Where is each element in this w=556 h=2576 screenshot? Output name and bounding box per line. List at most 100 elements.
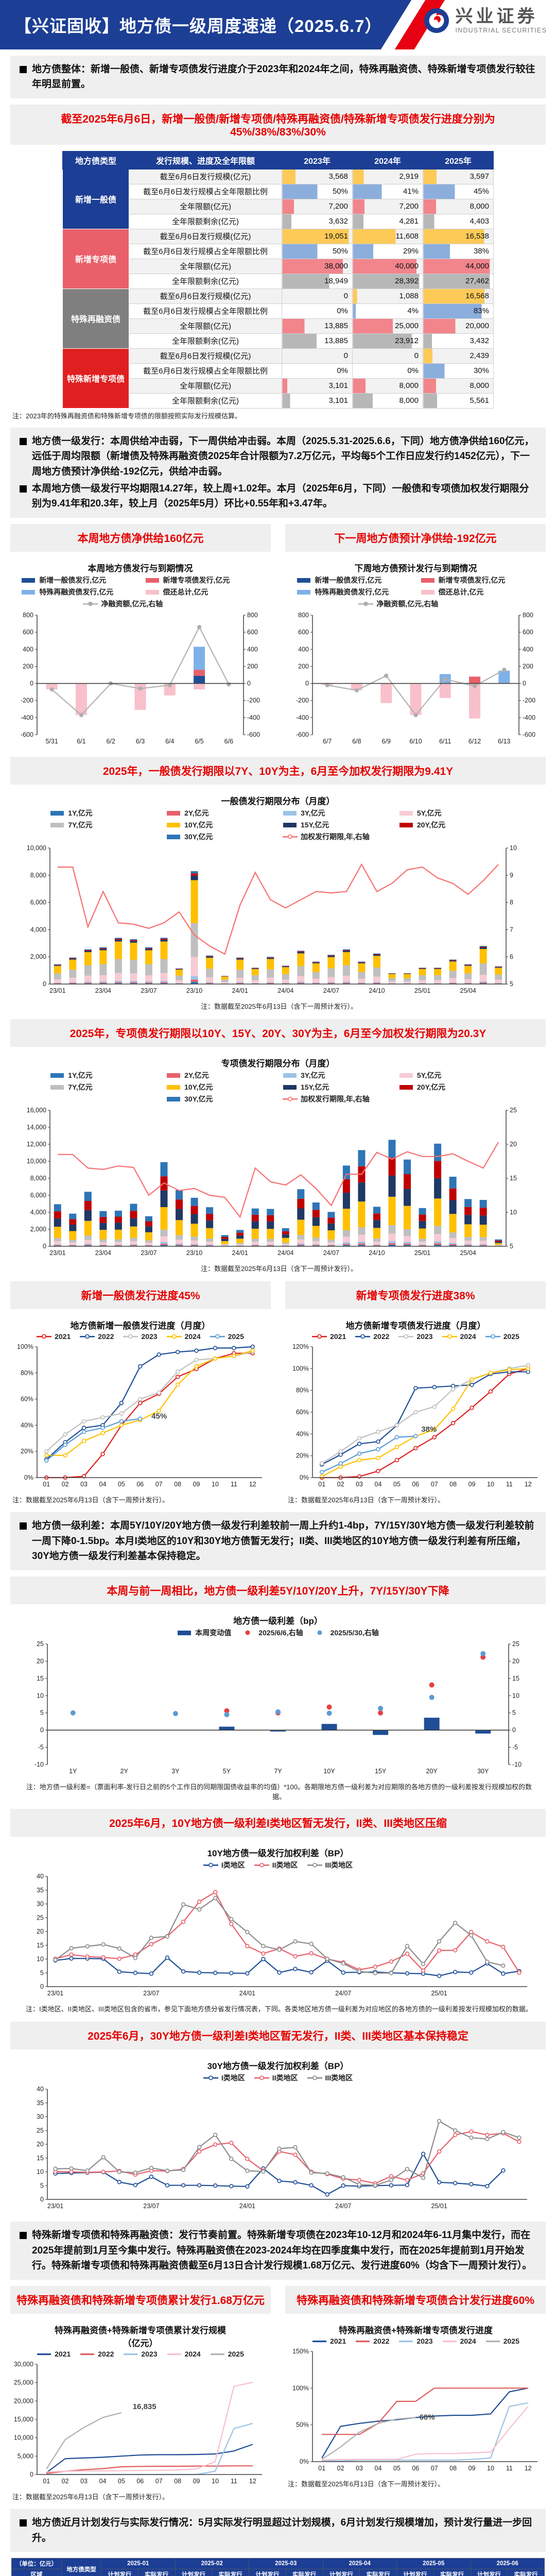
column-header: 实际发行 bbox=[212, 2569, 249, 2576]
svg-text:03: 03 bbox=[80, 1481, 88, 1488]
cell: 0% bbox=[352, 363, 423, 379]
legend-label: III类地区 bbox=[325, 2074, 353, 2082]
svg-text:02: 02 bbox=[62, 2478, 69, 2485]
chart-legend: 新增一般债发行,亿元 新增专项债发行,亿元 特殊再融资债发行,亿元 偿还总计,亿元 净融… bbox=[10, 575, 270, 609]
table-row: 全年限额剩余(亿元) 3,101 8,000 5,561 bbox=[62, 393, 494, 409]
legend-label: 20Y,亿元 bbox=[416, 1082, 446, 1091]
svg-text:25/01: 25/01 bbox=[431, 2202, 447, 2210]
column-header: 2025-04 bbox=[322, 2558, 397, 2570]
svg-text:25: 25 bbox=[512, 1640, 519, 1648]
svg-text:14,000: 14,000 bbox=[27, 1124, 46, 1131]
svg-text:5: 5 bbox=[40, 1709, 44, 1716]
svg-text:02: 02 bbox=[62, 1481, 69, 1488]
cell: 3,568 bbox=[282, 168, 353, 184]
legend-item: 30Y,亿元 bbox=[166, 1094, 273, 1104]
chart-title: 特殊再融资债+特殊新增专项债发行进度 bbox=[339, 2325, 493, 2335]
svg-text:23/04: 23/04 bbox=[95, 1249, 111, 1257]
column-header: 2025-02 bbox=[175, 2558, 249, 2570]
cell: 7,200 bbox=[352, 198, 423, 214]
svg-text:07: 07 bbox=[431, 2465, 438, 2472]
svg-text:800: 800 bbox=[23, 612, 33, 619]
cell: 4,403 bbox=[423, 213, 494, 229]
spread-bullet-box: 地方债一级利差：本周5Y/10Y/20Y地方债一级发行利差较前一周上升约1-4b… bbox=[10, 1512, 546, 1570]
column-header: 2025-01 bbox=[101, 2558, 176, 2570]
svg-text:4,000: 4,000 bbox=[30, 926, 46, 933]
svg-text:10: 10 bbox=[212, 2478, 219, 2485]
chart-title: 下周地方债预计发行与到期情况 bbox=[354, 563, 477, 573]
chart-note: 注：数据截至2025年6月13日（含下一周预计发行）。 bbox=[12, 1496, 169, 1504]
svg-text:800: 800 bbox=[247, 612, 258, 619]
chart-special-cumulative-progress: 特殊再融资债+特殊新增专项债发行进度 2021 2022 2023 2024 2025 0%… bbox=[286, 2320, 546, 2503]
svg-text:45%: 45% bbox=[151, 1412, 167, 1420]
spread-30y-banner: 2025年6月，30Y地方债一级利差I类地区暂无发行，II类、III类地区基本保… bbox=[10, 2022, 546, 2050]
svg-text:23/10: 23/10 bbox=[186, 987, 202, 994]
chart-legend: 2021 2022 2023 2024 2025 bbox=[10, 2350, 270, 2358]
cell: 20,000 bbox=[423, 318, 494, 334]
net-supply-next-banner: 下一周地方债预计净供给-192亿元 bbox=[285, 523, 546, 552]
svg-text:24/01: 24/01 bbox=[239, 1990, 255, 1997]
legend-item: 20Y,亿元 bbox=[399, 1082, 506, 1092]
overview-bullet-box: 地方债整体：新增一般债、新增专项债发行进度介于2023年和2024年之间，特殊再… bbox=[10, 56, 546, 98]
svg-text:9: 9 bbox=[510, 872, 513, 879]
legend-label: 2023 bbox=[416, 2336, 433, 2345]
table-row: 全年限额剩余(亿元) 18,949 28,392 27,462 bbox=[62, 273, 494, 289]
table-row: 新增专项债 截至6月6日发行规模(亿元) 19,051 11,608 16,538 bbox=[62, 228, 494, 289]
svg-text:24/07: 24/07 bbox=[335, 2202, 351, 2210]
svg-text:5: 5 bbox=[512, 1709, 516, 1716]
column-header: 实际发行 bbox=[137, 2569, 176, 2576]
svg-text:-400: -400 bbox=[21, 714, 33, 721]
cell: 38% bbox=[423, 243, 494, 259]
metric-label: 截至6月6日发行规模占全年限额比例 bbox=[129, 363, 282, 379]
svg-text:120%: 120% bbox=[292, 1343, 309, 1350]
legend-item: 3Y,亿元 bbox=[283, 1070, 390, 1080]
table-row: 全年限额剩余(亿元) 3,632 4,281 4,403 bbox=[62, 213, 494, 229]
cell: 19,051 bbox=[282, 228, 353, 244]
svg-text:03: 03 bbox=[356, 2465, 363, 2472]
table-row: 地方债类型 发行规模、进度及全年限额 2023年 2024年 2025年 bbox=[62, 150, 494, 170]
issuance-summary-table: 地方债类型 发行规模、进度及全年限额 2023年 2024年 2025年 新增一般债 截至6… bbox=[62, 150, 494, 409]
bullet-square-icon bbox=[20, 2519, 27, 2527]
legend-label: 2025 bbox=[503, 2336, 519, 2345]
svg-text:5Y: 5Y bbox=[223, 1768, 231, 1775]
svg-text:30,000: 30,000 bbox=[14, 2361, 33, 2368]
legend-label: 2024 bbox=[184, 1332, 201, 1341]
svg-text:23/07: 23/07 bbox=[141, 1249, 157, 1257]
svg-text:0: 0 bbox=[43, 980, 46, 988]
province-monthly-issuance-table: （单位：亿元） 地方债类型 2025-01 2025-02 2025-03 2025-04… bbox=[11, 2558, 545, 2576]
svg-text:-400: -400 bbox=[523, 714, 535, 721]
legend-label: III类地区 bbox=[325, 1861, 353, 1870]
legend-label: 5Y,亿元 bbox=[416, 1071, 442, 1079]
cell: 0 bbox=[352, 348, 423, 364]
svg-text:30: 30 bbox=[37, 1901, 44, 1908]
legend-label: 本周变动值 bbox=[195, 1628, 232, 1637]
svg-text:0: 0 bbox=[40, 1983, 44, 1990]
cell: 13,885 bbox=[282, 318, 353, 334]
legend-label: 2025/6/6,右轴 bbox=[258, 1628, 303, 1637]
legend-label: 1Y,亿元 bbox=[68, 1071, 93, 1079]
cell: 3,432 bbox=[423, 333, 494, 349]
chart-legend: I类地区 II类地区 III类地区 bbox=[21, 1860, 535, 1870]
svg-text:7: 7 bbox=[510, 926, 513, 933]
svg-text:23/01: 23/01 bbox=[47, 1990, 63, 1997]
monthly-plan-bullet-box: 地方债近月计划发行与实际发行情况：5月实际发行明显超过计划规模，6月计划发行规模… bbox=[10, 2509, 546, 2552]
legend-label: II类地区 bbox=[272, 2074, 298, 2082]
legend-item: 净融资额,亿元,右轴 bbox=[358, 599, 473, 609]
svg-text:23/10: 23/10 bbox=[186, 1249, 202, 1257]
svg-text:400: 400 bbox=[298, 646, 309, 653]
brand-logo: 兴业证券 INDUSTRIAL SECURITIES bbox=[423, 7, 547, 34]
svg-text:6/5: 6/5 bbox=[195, 738, 203, 745]
column-header: 2025-06 bbox=[470, 2558, 545, 2570]
svg-text:200: 200 bbox=[247, 663, 258, 670]
logo-en-text: INDUSTRIAL SECURITIES bbox=[455, 26, 547, 34]
chart-note: 注：数据截至2025年6月13日（含下一周预计发行）。 bbox=[288, 2480, 445, 2488]
cell: 50% bbox=[282, 243, 353, 259]
svg-text:800: 800 bbox=[298, 612, 309, 619]
svg-text:30: 30 bbox=[37, 2113, 44, 2121]
legend-label: 5Y,亿元 bbox=[416, 808, 442, 817]
metric-label: 截至6月6日发行规模占全年限额比例 bbox=[129, 303, 282, 319]
legend-item: 2Y,亿元 bbox=[166, 1070, 273, 1080]
svg-text:40%: 40% bbox=[21, 1421, 33, 1429]
svg-text:16,835: 16,835 bbox=[133, 2402, 157, 2411]
bullet-square-icon bbox=[20, 437, 27, 445]
cell: 2,439 bbox=[423, 348, 494, 364]
